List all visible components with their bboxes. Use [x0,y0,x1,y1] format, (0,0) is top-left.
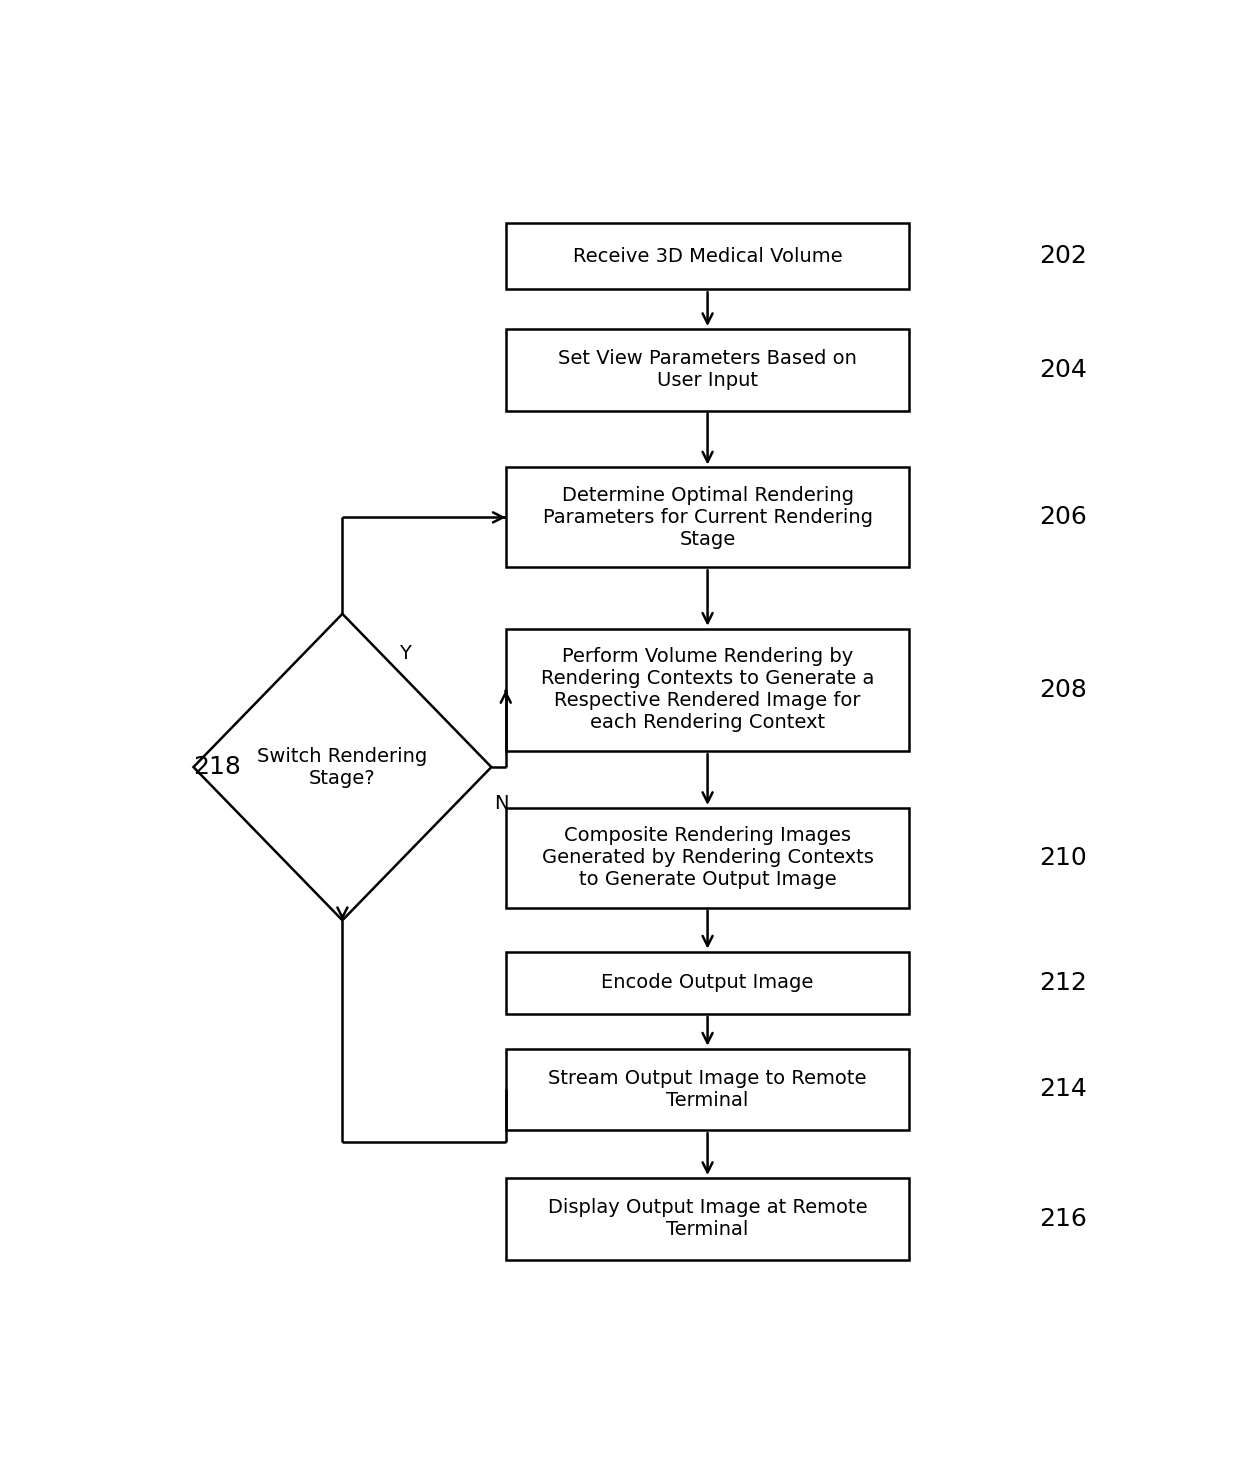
Text: 212: 212 [1039,971,1087,995]
Text: 218: 218 [193,755,242,780]
Text: Determine Optimal Rendering
Parameters for Current Rendering
Stage: Determine Optimal Rendering Parameters f… [543,486,873,548]
FancyBboxPatch shape [506,808,909,908]
Text: Switch Rendering
Stage?: Switch Rendering Stage? [257,746,428,787]
FancyBboxPatch shape [506,1048,909,1131]
FancyBboxPatch shape [506,467,909,567]
Text: 204: 204 [1039,358,1087,382]
Text: 202: 202 [1039,245,1087,268]
Text: Encode Output Image: Encode Output Image [601,973,813,992]
Text: 214: 214 [1039,1077,1087,1101]
Text: 210: 210 [1039,846,1087,870]
Text: Set View Parameters Based on
User Input: Set View Parameters Based on User Input [558,349,857,391]
Text: Composite Rendering Images
Generated by Rendering Contexts
to Generate Output Im: Composite Rendering Images Generated by … [542,827,873,889]
FancyBboxPatch shape [506,952,909,1014]
Text: Stream Output Image to Remote
Terminal: Stream Output Image to Remote Terminal [548,1069,867,1110]
FancyBboxPatch shape [506,628,909,752]
Text: Perform Volume Rendering by
Rendering Contexts to Generate a
Respective Rendered: Perform Volume Rendering by Rendering Co… [541,647,874,733]
Text: Receive 3D Medical Volume: Receive 3D Medical Volume [573,246,842,265]
FancyBboxPatch shape [506,329,909,411]
Text: 206: 206 [1039,506,1087,529]
Text: Display Output Image at Remote
Terminal: Display Output Image at Remote Terminal [548,1198,868,1240]
Polygon shape [193,613,491,920]
FancyBboxPatch shape [506,224,909,289]
Text: N: N [494,794,508,812]
Text: 208: 208 [1039,678,1087,702]
Text: Y: Y [399,644,410,663]
Text: 216: 216 [1039,1207,1087,1231]
FancyBboxPatch shape [506,1178,909,1260]
